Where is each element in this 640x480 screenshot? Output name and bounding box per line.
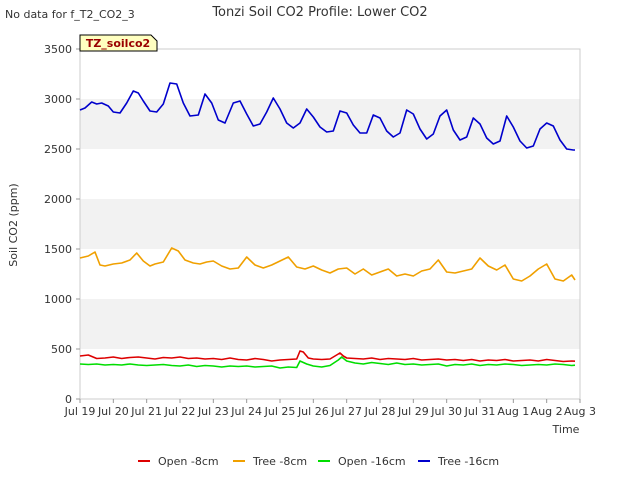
axis-ticks: 0 500 1000 1500 2000 2500 3000 3500 Jul 19 Jul 20… bbox=[44, 43, 596, 418]
series-lines bbox=[79, 82, 576, 369]
x-tick-label: Aug 3 bbox=[564, 405, 596, 418]
x-tick-label: Aug 1 bbox=[497, 405, 529, 418]
no-data-note: No data for f_T2_CO2_3 bbox=[5, 8, 135, 21]
chart-title: Tonzi Soil CO2 Profile: Lower CO2 bbox=[211, 5, 427, 20]
plot-bands bbox=[80, 99, 580, 349]
y-tick-label: 1500 bbox=[44, 243, 72, 256]
series-line-open-16cm bbox=[79, 356, 576, 369]
legend: Open -8cm Tree -8cm Open -16cm Tree -16cm bbox=[138, 455, 499, 468]
y-axis-label: Soil CO2 (ppm) bbox=[7, 183, 20, 266]
x-tick-label: Jul 29 bbox=[397, 405, 429, 418]
tag-label-frame bbox=[79, 34, 158, 52]
series-line-open-8cm bbox=[79, 350, 576, 363]
tag-label-box: TZ_soilco2 bbox=[79, 34, 158, 52]
x-tick-label: Jul 25 bbox=[264, 405, 296, 418]
y-tick-label: 3000 bbox=[44, 93, 72, 106]
x-tick-label: Jul 24 bbox=[230, 405, 262, 418]
plot-band bbox=[80, 99, 580, 149]
x-tick-label: Jul 27 bbox=[330, 405, 362, 418]
x-axis-label: Time bbox=[552, 423, 580, 436]
x-tick-label: Jul 28 bbox=[364, 405, 396, 418]
x-tick-label: Jul 23 bbox=[197, 405, 229, 418]
series-line-tree-8cm bbox=[79, 247, 576, 282]
plot-band bbox=[80, 199, 580, 249]
y-tick-label: 2000 bbox=[44, 193, 72, 206]
x-tick-label: Jul 21 bbox=[130, 405, 162, 418]
y-tick-label: 3500 bbox=[44, 43, 72, 56]
plot-band bbox=[80, 299, 580, 349]
x-tick-label: Jul 20 bbox=[97, 405, 129, 418]
x-tick-label: Jul 30 bbox=[430, 405, 462, 418]
y-tick-label: 1000 bbox=[44, 293, 72, 306]
legend-label-open-16cm: Open -16cm bbox=[338, 455, 406, 468]
series-line-tree-16cm bbox=[79, 82, 575, 151]
y-tick-label: 500 bbox=[51, 343, 72, 356]
legend-label-open-8cm: Open -8cm bbox=[158, 455, 219, 468]
legend-label-tree-16cm: Tree -16cm bbox=[437, 455, 499, 468]
y-tick-label: 0 bbox=[65, 393, 72, 406]
plot-frame bbox=[79, 48, 581, 400]
x-tick-label: Jul 22 bbox=[164, 405, 196, 418]
x-tick-label: Jul 26 bbox=[297, 405, 329, 418]
y-tick-label: 2500 bbox=[44, 143, 72, 156]
x-tick-label: Jul 31 bbox=[464, 405, 496, 418]
x-tick-label: Jul 19 bbox=[64, 405, 96, 418]
x-tick-label: Aug 2 bbox=[531, 405, 563, 418]
legend-label-tree-8cm: Tree -8cm bbox=[252, 455, 307, 468]
tag-label: TZ_soilco2 bbox=[86, 37, 150, 50]
